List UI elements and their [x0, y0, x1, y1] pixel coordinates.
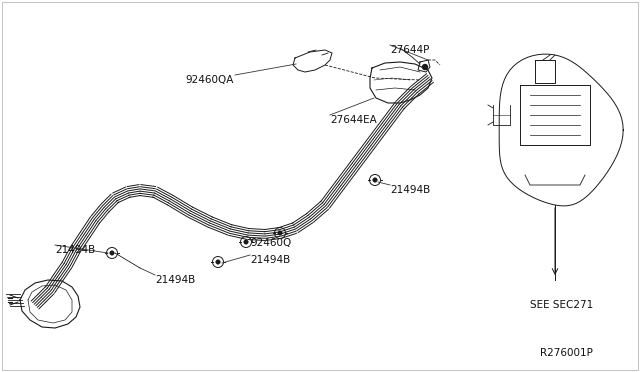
Circle shape	[216, 260, 220, 264]
Text: SEE SEC271: SEE SEC271	[530, 300, 593, 310]
Text: 21494B: 21494B	[155, 275, 195, 285]
Text: 92460QA: 92460QA	[185, 75, 234, 85]
Text: 21494B: 21494B	[250, 255, 291, 265]
Text: R276001P: R276001P	[540, 348, 593, 358]
Circle shape	[422, 64, 428, 70]
Text: 27644P: 27644P	[390, 45, 429, 55]
Text: 21494B: 21494B	[390, 185, 430, 195]
Text: 27644EA: 27644EA	[330, 115, 377, 125]
Text: 92460Q: 92460Q	[250, 238, 291, 248]
Circle shape	[244, 240, 248, 244]
Text: 21494B: 21494B	[55, 245, 95, 255]
Circle shape	[278, 231, 282, 235]
Circle shape	[110, 251, 114, 255]
Circle shape	[372, 178, 377, 182]
